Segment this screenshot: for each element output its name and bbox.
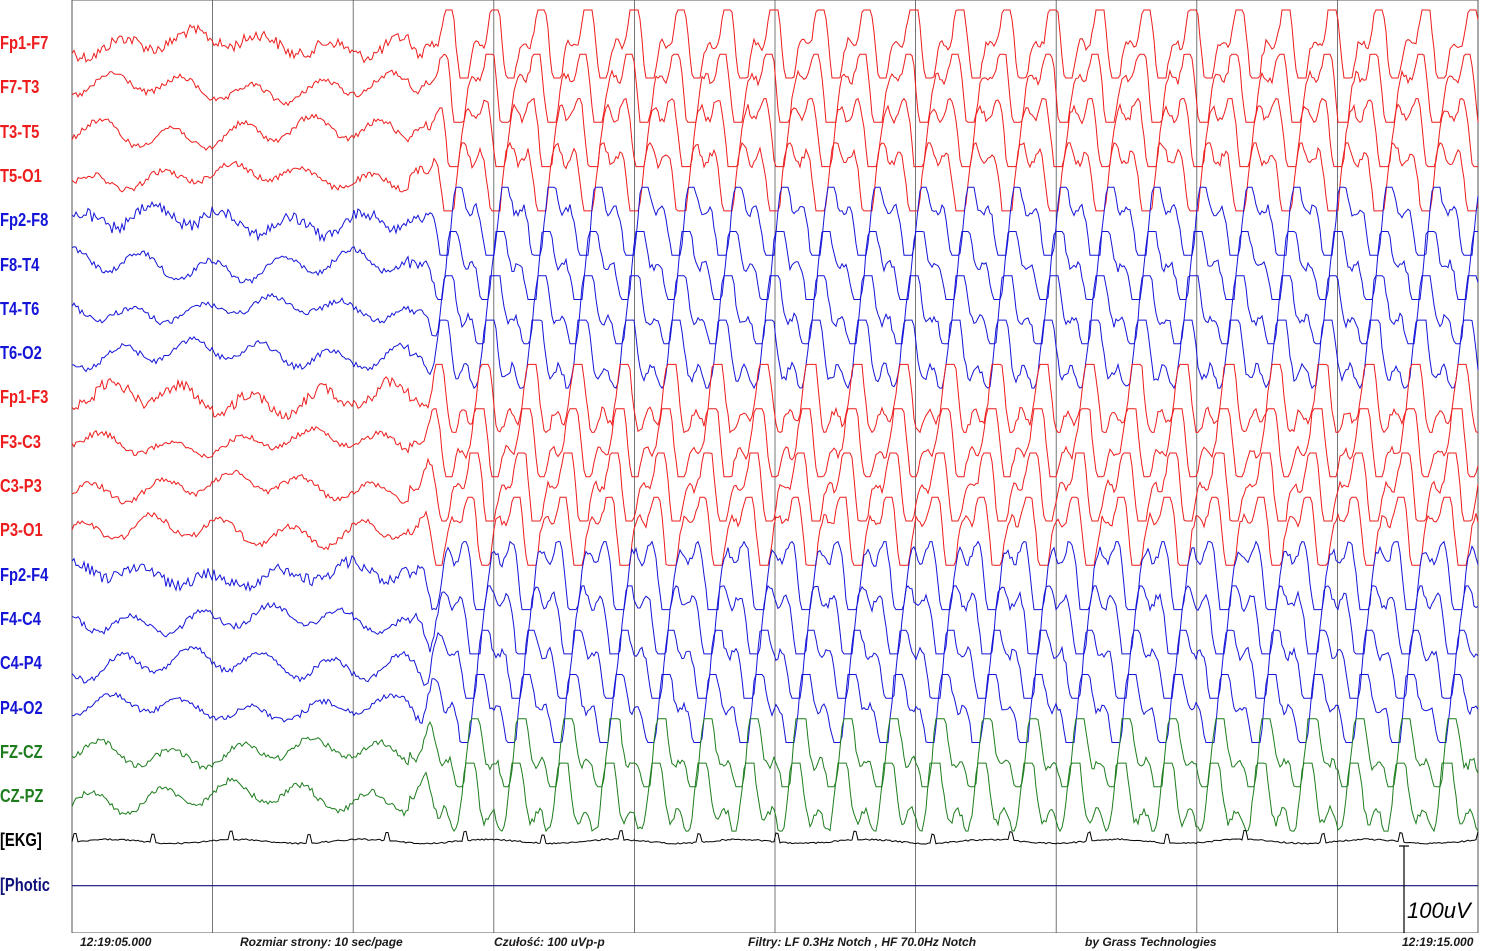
channel-label: C4-P4 [0,653,42,674]
trace-c4-p4 [71,629,1479,699]
channel-label: P4-O2 [0,697,43,718]
trace-p4-o2 [72,674,1479,743]
channel-label: [Photic [0,874,51,895]
trace-c3-p3 [71,452,1479,522]
channel-label: T3-T5 [0,121,40,142]
amplitude-scale-bar [1399,845,1409,933]
trace-f4-c4 [71,584,1479,655]
trace-f8-t4 [71,231,1478,300]
page-size-info: Rozmiar strony: 10 sec/page [240,935,403,949]
channel-label: [EKG] [0,830,42,851]
trace-f7-t3 [71,53,1479,123]
channel-label: C3-P3 [0,476,42,496]
channel-label: F3-C3 [0,431,42,452]
trace-ekg [71,829,1479,845]
status-footer: 12:19:05.000 Rozmiar strony: 10 sec/page… [0,933,1500,951]
trace-p3-o1 [71,496,1479,566]
channel-label: P3-O1 [0,520,43,541]
channel-label: Fp1-F7 [0,33,49,53]
channel-label: F8-T4 [0,254,40,275]
channel-label: Fp2-F4 [0,564,49,585]
channel-label: Fp2-F8 [0,210,49,231]
trace-fz-cz [71,718,1479,788]
trace-fp2-f8 [71,186,1479,256]
filter-info: Filtry: LF 0.3Hz Notch , HF 70.0Hz Notch [748,935,977,949]
scale-bar-label: 100uV [1407,898,1471,923]
trace-t6-o2 [71,319,1479,390]
trace-fp1-f3 [71,363,1479,434]
channel-label: F4-C4 [0,608,42,629]
channel-label: T5-O1 [0,165,42,186]
channel-label: T4-T6 [0,298,40,319]
end-time: 12:19:15.000 [1402,935,1474,949]
trace-t3-t5 [71,97,1478,168]
vendor-info: by Grass Technologies [1085,935,1217,949]
trace-fp1-f7 [71,9,1479,79]
time-grid [71,0,1479,933]
trace-t4-t6 [71,275,1479,345]
channel-label: CZ-PZ [0,786,44,807]
channel-label: F7-T3 [0,77,40,98]
trace-f3-c3 [71,408,1479,478]
channel-label: FZ-CZ [0,741,43,762]
channel-label: T6-O2 [0,343,42,364]
channel-label: Fp1-F3 [0,387,49,408]
start-time: 12:19:05.000 [80,935,152,949]
channel-label-column: Fp1-F7 F7-T3 T3-T5 T5-O1 Fp2-F8 F8-T4 T4-T6 T6-… [0,0,72,951]
trace-cz-pz [71,762,1479,833]
sensitivity-info: Czułość: 100 uVp-p [494,935,605,949]
eeg-traces [71,9,1479,887]
trace-fp2-f4 [71,540,1479,611]
